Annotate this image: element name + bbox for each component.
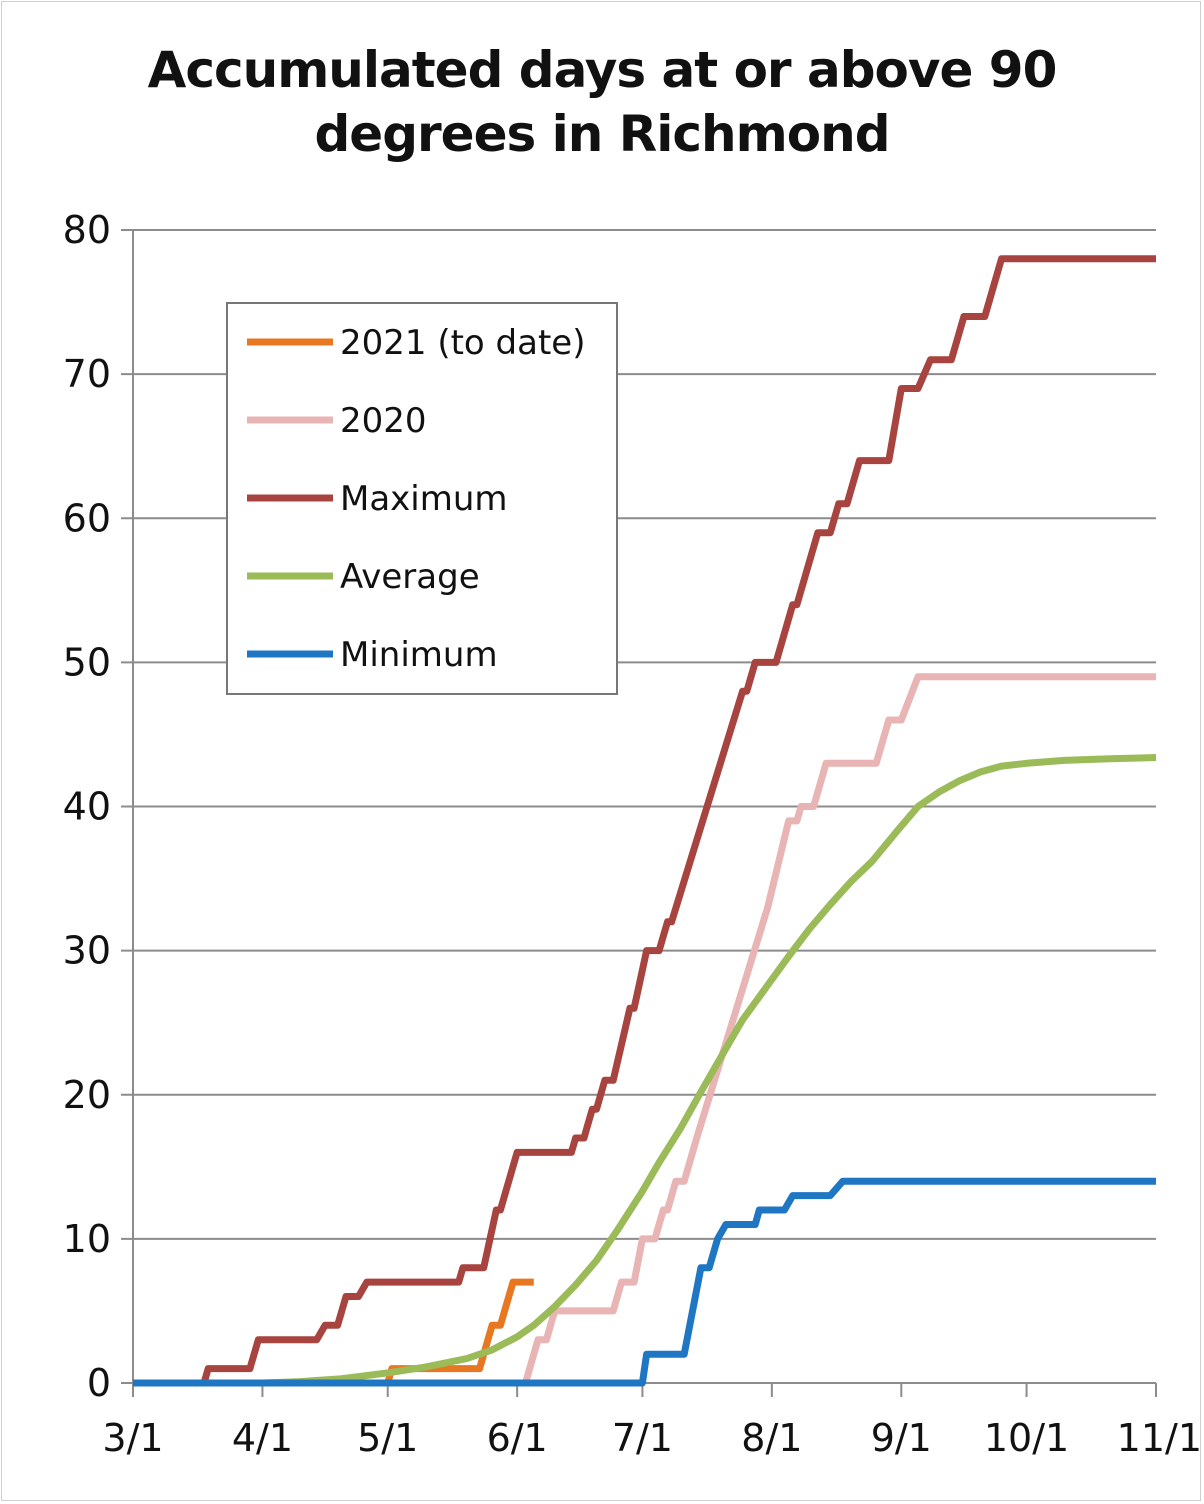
legend-label-2020: 2020 xyxy=(340,401,427,441)
x-tick-label-4-1: 4/1 xyxy=(232,1416,293,1460)
x-tick-label-8-1: 8/1 xyxy=(741,1416,802,1460)
y-tick-labels: 0 10 20 30 40 50 60 70 80 xyxy=(63,208,111,1405)
y-tick-label-10: 10 xyxy=(63,1217,111,1261)
series-line-minimum xyxy=(133,1177,1156,1387)
chart-title: Accumulated days at or above 90 degrees … xyxy=(0,38,1204,166)
chart-title-line-2: degrees in Richmond xyxy=(314,105,891,163)
x-tick-labels: 3/1 4/1 5/1 6/1 7/1 8/1 9/1 10/1 11/1 xyxy=(102,1416,1202,1460)
x-tick-label-9-1: 9/1 xyxy=(871,1416,932,1460)
legend-label-minimum: Minimum xyxy=(340,635,498,675)
series-lines xyxy=(133,255,1157,1387)
x-tick-label-3-1: 3/1 xyxy=(102,1416,163,1460)
legend-label-2021-to-date: 2021 (to date) xyxy=(340,323,585,363)
y-tick-label-40: 40 xyxy=(63,785,111,829)
series-line-maximum xyxy=(133,255,1156,1387)
series-line-2021-to-date xyxy=(133,1278,534,1387)
y-tick-label-20: 20 xyxy=(63,1073,111,1117)
x-tick-label-6-1: 6/1 xyxy=(487,1416,548,1460)
x-tick-label-5-1: 5/1 xyxy=(357,1416,418,1460)
series-line-2020 xyxy=(133,673,1156,1387)
y-tick-label-80: 80 xyxy=(63,208,111,252)
legend-label-average: Average xyxy=(340,557,480,597)
legend: 2021 (to date) 2020 Maximum Average Minimum xyxy=(226,302,618,695)
legend-label-maximum: Maximum xyxy=(340,479,508,519)
y-tick-label-70: 70 xyxy=(63,352,111,396)
y-tick-label-0: 0 xyxy=(87,1361,111,1405)
y-tick-label-60: 60 xyxy=(63,496,111,540)
y-tick-label-50: 50 xyxy=(63,640,111,684)
chart-title-line-1: Accumulated days at or above 90 xyxy=(147,41,1058,99)
x-tick-label-10-1: 10/1 xyxy=(984,1416,1069,1460)
x-tick-label-11-1: 11/1 xyxy=(1117,1416,1202,1460)
y-tick-label-30: 30 xyxy=(63,929,111,973)
x-tick-label-7-1: 7/1 xyxy=(612,1416,673,1460)
series-line-average xyxy=(133,754,1157,1387)
